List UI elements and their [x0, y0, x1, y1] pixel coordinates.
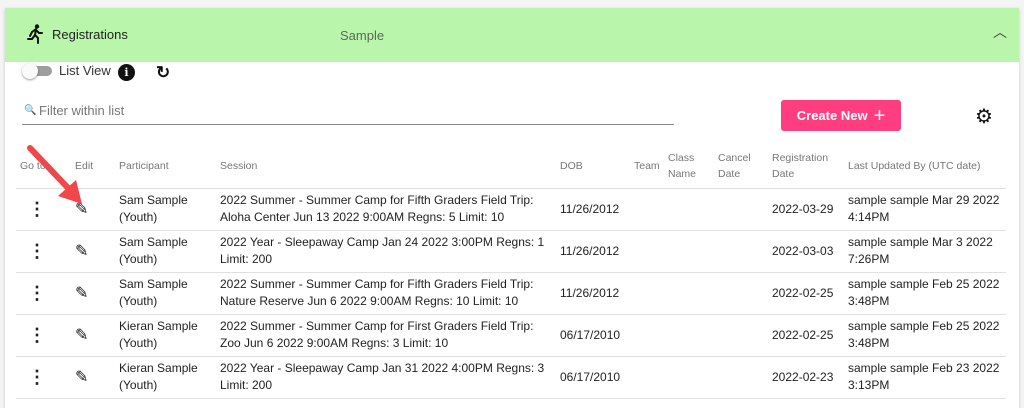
cell-cancel-date: [714, 188, 768, 231]
table-row[interactable]: ⋮ ✎ Kieran Sample (Youth) 2022 Summer - Sum…: [16, 314, 1006, 357]
cell-participant: Sam Sample (Youth): [115, 230, 216, 273]
col-last-updated[interactable]: Last Updated By (UTC date): [844, 145, 1006, 189]
col-registration-date[interactable]: Registration Date: [768, 145, 844, 189]
cell-participant: Kieran Sample (Youth): [115, 314, 216, 357]
col-dob[interactable]: DOB: [556, 145, 630, 189]
create-new-button[interactable]: Create New +: [781, 100, 901, 131]
cell-reg-date: 2022-02-23: [768, 356, 844, 399]
cell-class-name: [664, 314, 714, 357]
table-row[interactable]: ⋮ ✎ Sam Sample (Youth) 2022 Summer - Summer…: [16, 188, 1006, 231]
cell-class-name: [664, 230, 714, 273]
list-view-label: List View: [59, 63, 111, 78]
plus-icon: +: [873, 104, 886, 127]
chevron-up-icon[interactable]: ︿: [993, 24, 1007, 40]
more-vert-icon[interactable]: ⋮: [16, 230, 71, 273]
cell-session: 2022 Summer - Summer Camp for Fifth Grad…: [216, 188, 556, 231]
gear-icon[interactable]: ⚙: [975, 106, 993, 128]
refresh-icon[interactable]: ↻: [156, 63, 171, 82]
cell-session: 2022 Summer - Summer Camp for First Grad…: [216, 314, 556, 357]
cell-participant: Sam Sample (Youth): [115, 272, 216, 315]
cell-class-name: [664, 356, 714, 399]
panel-title: Registrations: [52, 27, 128, 42]
cell-updated: sample sample Feb 25 2022 3:48PM: [844, 272, 1006, 315]
search-icon: 🔍: [24, 105, 37, 116]
cell-participant: Sam Sample (Youth): [115, 188, 216, 231]
cell-reg-date: 2022-02-25: [768, 272, 844, 315]
cell-class-name: [664, 188, 714, 231]
edit-pencil-icon[interactable]: ✎: [71, 272, 115, 315]
cell-updated: sample sample Mar 29 2022 4:14PM: [844, 188, 1006, 231]
cell-updated: sample sample Mar 3 2022 7:26PM: [844, 230, 1006, 273]
cell-reg-date: 2022-03-03: [768, 230, 844, 273]
cell-class-name: [664, 272, 714, 315]
col-participant[interactable]: Participant: [115, 145, 216, 189]
registrations-table: Go to Edit Participant Session DOB Team …: [16, 145, 1006, 399]
cell-participant: Kieran Sample (Youth): [115, 356, 216, 399]
cell-team: [630, 314, 664, 357]
filter-input[interactable]: [39, 103, 659, 118]
table-row[interactable]: ⋮ ✎ Kieran Sample (Youth) 2022 Year - Sleep…: [16, 356, 1006, 399]
cell-dob: 11/26/2012: [556, 230, 630, 273]
cell-team: [630, 230, 664, 273]
more-vert-icon[interactable]: ⋮: [16, 272, 71, 315]
col-team[interactable]: Team: [630, 145, 664, 189]
cell-cancel-date: [714, 356, 768, 399]
cell-reg-date: 2022-03-29: [768, 188, 844, 231]
table-row[interactable]: ⋮ ✎ Sam Sample (Youth) 2022 Year - Sleepawa…: [16, 230, 1006, 273]
edit-pencil-icon[interactable]: ✎: [71, 356, 115, 399]
edit-pencil-icon[interactable]: ✎: [71, 314, 115, 357]
cell-session: 2022 Summer - Summer Camp for Fifth Grad…: [216, 272, 556, 315]
panel-header[interactable]: Registrations Sample ︿: [5, 8, 1019, 62]
cell-updated: sample sample Feb 25 2022 3:48PM: [844, 314, 1006, 357]
edit-pencil-icon[interactable]: ✎: [71, 230, 115, 273]
cell-dob: 06/17/2010: [556, 314, 630, 357]
cell-reg-date: 2022-02-25: [768, 314, 844, 357]
cell-dob: 11/26/2012: [556, 188, 630, 231]
col-class-name[interactable]: Class Name: [664, 145, 714, 189]
cell-dob: 06/17/2010: [556, 356, 630, 399]
filter-field[interactable]: 🔍: [22, 100, 674, 125]
col-cancel-date[interactable]: Cancel Date: [714, 145, 768, 189]
panel-subtitle: Sample: [340, 28, 385, 43]
list-view-toggle[interactable]: [22, 63, 52, 79]
cell-cancel-date: [714, 314, 768, 357]
more-vert-icon[interactable]: ⋮: [16, 356, 71, 399]
col-session[interactable]: Session: [216, 145, 556, 189]
create-new-label: Create New: [796, 108, 868, 123]
cell-team: [630, 272, 664, 315]
cell-dob: 11/26/2012: [556, 272, 630, 315]
table-row[interactable]: ⋮ ✎ Sam Sample (Youth) 2022 Summer - Summer…: [16, 272, 1006, 315]
col-goto[interactable]: Go to: [16, 145, 71, 189]
cell-team: [630, 356, 664, 399]
cell-updated: sample sample Feb 23 2022 3:13PM: [844, 356, 1006, 399]
cell-session: 2022 Year - Sleepaway Camp Jan 31 2022 4…: [216, 356, 556, 399]
table-header-row: Go to Edit Participant Session DOB Team …: [16, 145, 1006, 189]
more-vert-icon[interactable]: ⋮: [16, 314, 71, 357]
cell-cancel-date: [714, 272, 768, 315]
cell-session: 2022 Year - Sleepaway Camp Jan 24 2022 3…: [216, 230, 556, 273]
cell-team: [630, 188, 664, 231]
col-edit[interactable]: Edit: [71, 145, 115, 189]
running-person-icon: [27, 24, 43, 49]
annotation-arrow: [27, 145, 82, 204]
cell-cancel-date: [714, 230, 768, 273]
info-icon[interactable]: i: [118, 64, 135, 81]
